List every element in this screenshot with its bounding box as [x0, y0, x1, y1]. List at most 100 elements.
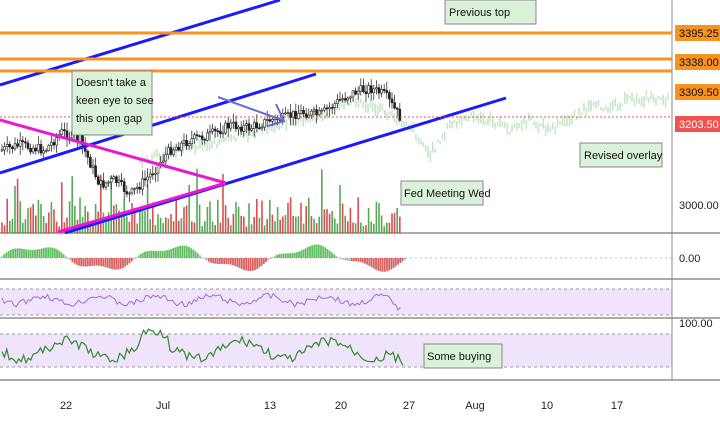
volume-bar — [149, 219, 151, 233]
macd-bar — [353, 258, 355, 262]
triangle-upper-line[interactable] — [0, 118, 227, 185]
candle-body — [362, 85, 365, 93]
macd-bar — [190, 248, 193, 258]
macd-bar — [397, 258, 399, 265]
candle-body — [52, 142, 56, 146]
macd-bar — [5, 252, 8, 258]
volume-bar — [183, 207, 185, 233]
x-axis: 22 Jul 13 20 27 Aug 10 17 — [60, 400, 623, 412]
candle-body — [109, 178, 113, 183]
volume-bar — [318, 216, 320, 233]
macd-bar — [401, 258, 404, 262]
volume-bar — [334, 218, 336, 233]
volume-bar — [370, 221, 372, 233]
candle-body — [351, 90, 355, 98]
candle-body — [356, 90, 360, 95]
macd-bar — [333, 254, 336, 258]
macd-bar — [185, 246, 188, 258]
volume-bar — [232, 213, 235, 233]
annotation-previous-top[interactable]: Previous top — [444, 0, 537, 25]
candle-body — [260, 126, 264, 129]
macd-bar — [64, 256, 67, 258]
volume-bar — [388, 222, 391, 233]
candle-body — [239, 126, 243, 132]
macd-bar — [119, 258, 122, 269]
candle-body — [219, 130, 222, 134]
candle-body — [377, 87, 381, 94]
volume-bar — [120, 213, 123, 233]
candle-body — [115, 176, 118, 183]
volume-bar — [336, 223, 339, 233]
candle-body — [174, 146, 178, 151]
annotation-fed-meeting[interactable]: Fed Meeting Wed — [400, 180, 491, 206]
volume-bar — [266, 219, 268, 233]
volume-bar — [68, 201, 71, 233]
annotation-some-buying[interactable]: Some buying — [423, 343, 503, 369]
candle-body — [200, 135, 204, 140]
volume-bar — [139, 207, 141, 233]
macd-bar — [56, 249, 58, 258]
candle-body — [193, 134, 196, 140]
annotation-revised-overlay-text: Revised overlay — [584, 150, 663, 162]
candle-body — [333, 103, 337, 108]
candle-body — [125, 191, 129, 195]
volume-bar — [243, 216, 245, 233]
volume-bar — [84, 206, 86, 233]
volume-bar — [157, 214, 159, 233]
candle-body — [91, 165, 95, 168]
candle-body — [112, 176, 116, 179]
annotation-revised-overlay[interactable]: Revised overlay — [579, 142, 663, 168]
volume-bar — [230, 225, 232, 233]
candle-body — [26, 142, 30, 149]
macd-bar — [196, 253, 199, 258]
volume-bar — [240, 215, 242, 233]
volume-bar — [79, 197, 81, 233]
macd-bar — [361, 258, 364, 263]
candle-body — [187, 143, 191, 147]
macd-bar — [172, 247, 175, 258]
macd-bar — [271, 257, 274, 259]
macd-bar — [284, 253, 287, 258]
annotation-gap[interactable]: Doesn't take a keen eye to see this open… — [71, 70, 154, 136]
macd-bar — [306, 247, 309, 258]
macd-bar — [51, 247, 54, 258]
candle-body — [50, 142, 53, 146]
candle-body — [297, 113, 300, 119]
volume-bar — [271, 214, 274, 233]
macd-bar — [304, 248, 307, 258]
volume-bar — [362, 225, 365, 233]
candle-body — [237, 126, 240, 130]
triangle-lower-line[interactable] — [57, 181, 227, 234]
macd-bar — [168, 249, 171, 258]
volume-bar — [37, 199, 40, 233]
volume-bar — [35, 215, 37, 233]
volume-bar — [386, 222, 388, 233]
macd-bar — [291, 253, 294, 258]
candle-body — [265, 119, 269, 121]
volume-bar — [321, 169, 323, 233]
candle-body — [5, 144, 9, 148]
macd-bar — [170, 248, 173, 258]
macd-bar — [150, 250, 153, 258]
channel-middle-line[interactable] — [0, 72, 317, 175]
candle-body — [177, 146, 181, 151]
macd-bar — [331, 252, 333, 258]
macd-bar — [34, 249, 36, 258]
candle-body — [190, 138, 194, 145]
volume-bar — [159, 217, 162, 233]
volume-bar — [360, 222, 362, 233]
volume-bar — [131, 203, 133, 233]
macd-bar — [350, 258, 353, 262]
candle-body — [398, 108, 402, 121]
candle-body — [172, 149, 175, 155]
candle-body — [382, 89, 386, 91]
volume-bar — [206, 207, 209, 233]
macd-bar — [357, 258, 360, 262]
channel-lower-line[interactable] — [64, 96, 507, 235]
macd-bar — [276, 254, 278, 258]
stoch-line — [1, 328, 404, 366]
macd-bar — [293, 252, 296, 258]
volume-bar — [217, 199, 219, 233]
candle-body — [255, 122, 259, 129]
